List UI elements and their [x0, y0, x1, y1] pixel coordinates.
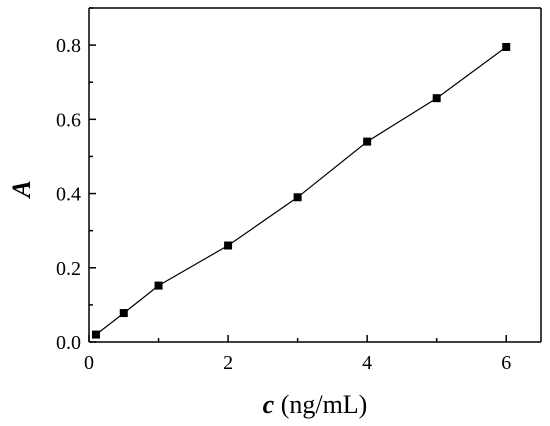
ticks	[88, 7, 507, 343]
y-tick-label: 0.0	[56, 332, 81, 354]
x-tick-label: 2	[223, 352, 233, 374]
y-tick-label: 0.8	[56, 35, 81, 57]
x-tick-label: 6	[501, 352, 511, 374]
series	[91, 42, 511, 339]
y-axis-title: A	[7, 180, 36, 199]
y-tick-label: 0.6	[56, 109, 81, 131]
tick-labels: 0.0 0.2 0.4 0.6 0.8 0 2 4 6	[56, 35, 511, 374]
data-point	[154, 281, 163, 290]
data-point	[91, 330, 100, 339]
x-axis-variable: c	[263, 390, 275, 419]
series-line	[95, 46, 507, 336]
data-point	[432, 94, 441, 103]
data-point	[293, 193, 302, 202]
x-tick-label: 4	[362, 352, 372, 374]
x-tick-label: 0	[84, 352, 94, 374]
axes	[88, 7, 542, 343]
data-point	[363, 137, 372, 146]
data-point	[224, 241, 233, 250]
x-axis-unit: (ng/mL)	[274, 390, 367, 419]
data-point	[502, 42, 511, 51]
y-tick-label: 0.4	[56, 184, 81, 206]
y-tick-label: 0.2	[56, 258, 81, 280]
x-axis-title: c (ng/mL)	[263, 390, 368, 419]
data-point	[119, 309, 128, 318]
